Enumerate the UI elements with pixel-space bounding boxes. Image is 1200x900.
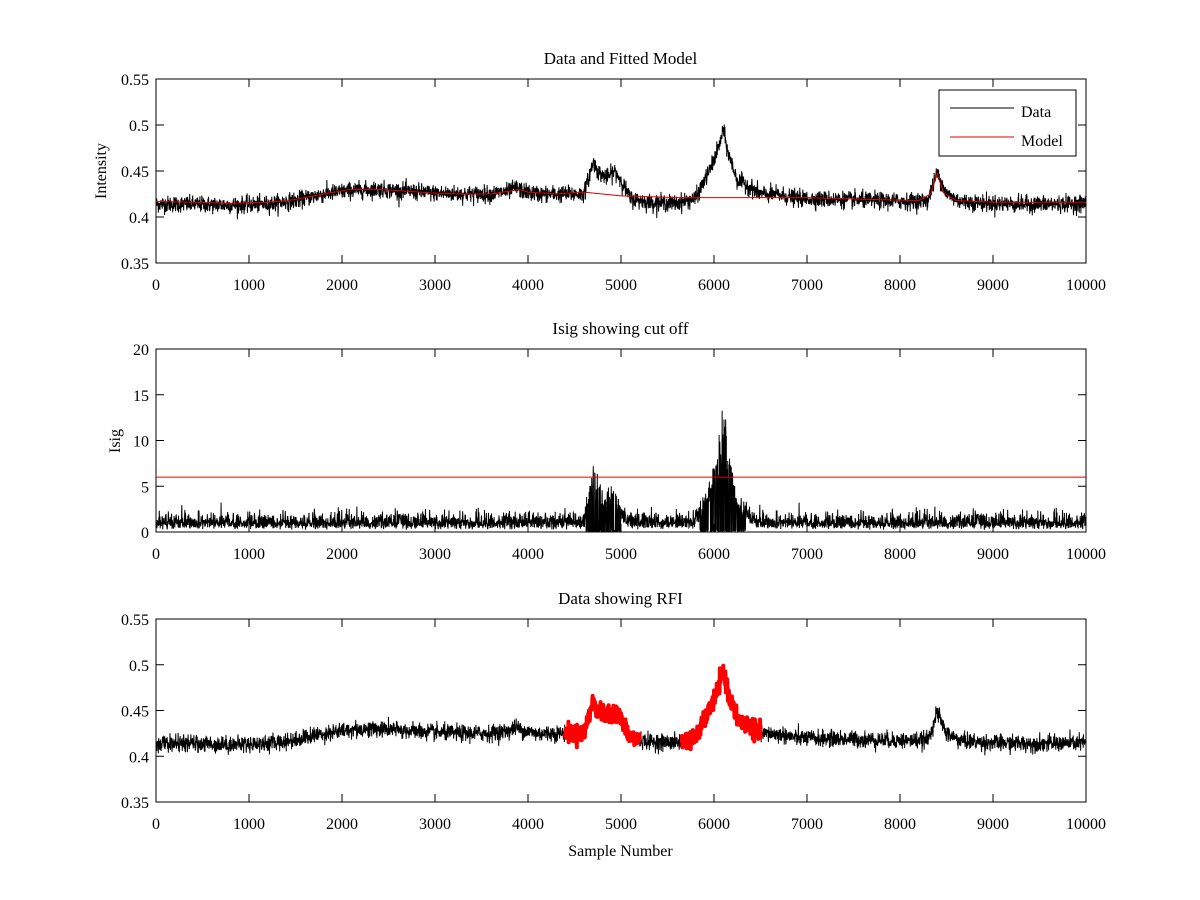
x-tick-label: 0 (152, 546, 160, 563)
legend-box (938, 89, 1077, 157)
y-tick-label: 10 (133, 434, 149, 451)
plot-area (155, 348, 1087, 533)
series-line-isig (156, 410, 1086, 532)
x-tick-label: 0 (152, 816, 160, 833)
panel-data-rfi: Data showing RFI 0 1000 2000 3000 4000 5000 60… (121, 589, 1106, 860)
y-tick-label: 20 (133, 342, 149, 359)
y-tick-label: 0.45 (121, 704, 149, 721)
x-tick-label: 2000 (326, 816, 358, 833)
x-tick-label: 3000 (419, 816, 451, 833)
x-tick-label: 1000 (233, 546, 265, 563)
y-tick-label: 0.5 (129, 658, 149, 675)
x-tick-label: 10000 (1066, 277, 1106, 294)
y-tick-label: 0.4 (129, 749, 149, 766)
series-layer (156, 410, 1086, 532)
x-tick-label: 1000 (233, 277, 265, 294)
x-tick-label: 1000 (233, 816, 265, 833)
panel-1-plot: 0 1000 2000 3000 4000 5000 6000 7000 8000 9000 100… (121, 72, 1106, 294)
y-tick-label: 5 (141, 479, 149, 496)
y-tick-label: 0.45 (121, 164, 149, 181)
x-tick-label: 4000 (512, 546, 544, 563)
x-tick-label: 6000 (698, 277, 730, 294)
x-tick-label: 9000 (977, 546, 1009, 563)
y-tick-label: 0.55 (121, 72, 149, 89)
series-line-model (156, 172, 1086, 204)
panel-3-title: Data showing RFI (558, 589, 683, 608)
x-tick-label: 2000 (326, 546, 358, 563)
x-tick-label: 0 (152, 277, 160, 294)
x-tick-label: 8000 (884, 277, 916, 294)
x-tick-label: 8000 (884, 546, 916, 563)
y-tick-label: 0.5 (129, 118, 149, 135)
x-tick-label: 4000 (512, 277, 544, 294)
x-tick-label: 10000 (1066, 816, 1106, 833)
panel-2-title: Isig showing cut off (552, 319, 688, 338)
x-tick-label: 5000 (605, 546, 637, 563)
panel-2-plot: 0 1000 2000 3000 4000 5000 6000 7000 8000 9000 100… (133, 342, 1106, 563)
x-tick-label: 4000 (512, 816, 544, 833)
y-tick-label: 0.4 (129, 210, 149, 227)
x-tick-label: 7000 (791, 277, 823, 294)
panel-1-ylabel: Intensity (93, 143, 110, 199)
rfi-segment-1 (679, 663, 763, 752)
panel-2-ylabel: Isig (107, 429, 124, 453)
y-tick-label: 0.55 (121, 612, 149, 629)
series-layer (156, 663, 1086, 756)
y-tick-label: 0.35 (121, 795, 149, 812)
panel-3-plot: 0 1000 2000 3000 4000 5000 6000 7000 8000 9000 100… (121, 612, 1106, 833)
y-tick-label: 0 (141, 525, 149, 542)
x-tick-label: 6000 (698, 816, 730, 833)
x-tick-label: 6000 (698, 546, 730, 563)
rfi-segment-0 (563, 693, 642, 750)
x-tick-label: 9000 (977, 816, 1009, 833)
x-tick-label: 8000 (884, 816, 916, 833)
plot-area (155, 78, 1087, 264)
x-tick-label: 7000 (791, 816, 823, 833)
x-tick-label: 7000 (791, 546, 823, 563)
rfi-markers (563, 663, 763, 752)
panel-1-title: Data and Fitted Model (544, 49, 698, 68)
x-tick-label: 3000 (419, 546, 451, 563)
panel-data-and-model: Data and Fitted Model Intensity 0 1000 200… (93, 49, 1106, 294)
y-tick-label: 0.35 (121, 256, 149, 273)
x-tick-label: 10000 (1066, 546, 1106, 563)
panel-3-xlabel: Sample Number (568, 843, 673, 860)
x-tick-label: 5000 (605, 816, 637, 833)
legend-data-label: Data (1021, 104, 1051, 121)
x-tick-label: 5000 (605, 277, 637, 294)
panel-isig-cutoff: Isig showing cut off Isig 0 1000 2000 3000 4… (107, 319, 1106, 563)
legend-model-label: Model (1021, 133, 1063, 150)
x-tick-label: 9000 (977, 277, 1009, 294)
series-layer (156, 124, 1086, 220)
x-tick-label: 3000 (419, 277, 451, 294)
panel-1-legend: Data Model (938, 89, 1077, 157)
y-tick-label: 15 (133, 388, 149, 405)
x-tick-label: 2000 (326, 277, 358, 294)
